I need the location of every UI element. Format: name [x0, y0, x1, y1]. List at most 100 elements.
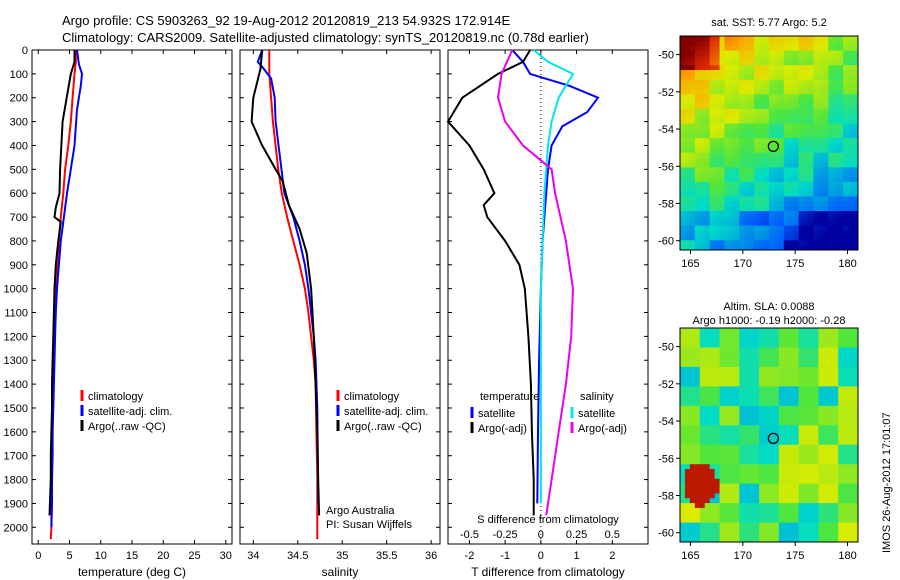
map-cell	[773, 454, 780, 460]
map-cell	[759, 478, 765, 485]
map-cell	[719, 79, 725, 86]
map-cell	[828, 240, 834, 246]
map-cell	[838, 532, 844, 538]
map-cell	[764, 147, 770, 154]
map-cell	[734, 400, 740, 407]
map-cell	[754, 430, 760, 436]
map-cell	[838, 74, 844, 81]
map-cell	[689, 162, 696, 168]
map-cell	[759, 469, 765, 475]
map-cell	[734, 342, 740, 348]
map-cell	[759, 99, 765, 105]
x-tick-label: 2	[609, 550, 615, 562]
map-cell	[818, 488, 824, 494]
map-cell	[694, 507, 701, 514]
map-cell	[754, 415, 760, 421]
map-cell	[759, 70, 765, 76]
map-cell	[764, 517, 770, 523]
map-cell	[773, 133, 780, 139]
map-cell	[793, 157, 800, 163]
map-cell	[803, 147, 809, 154]
map-cell	[843, 420, 849, 426]
map-cell	[788, 65, 795, 71]
map-cell	[823, 357, 829, 363]
map-cell	[803, 405, 809, 412]
map-cell	[778, 157, 785, 163]
map-cell	[778, 507, 785, 514]
map-cell	[739, 328, 745, 334]
map-cell	[778, 386, 785, 392]
map-cell	[778, 459, 785, 465]
map-cell	[803, 181, 809, 188]
map-cell	[754, 201, 760, 207]
map-cell	[773, 464, 780, 470]
map-cell	[833, 498, 839, 504]
figure-title-line2: Climatology: CARS2009. Satellite-adjuste…	[62, 30, 589, 45]
map-cell	[689, 123, 696, 129]
map-cell	[818, 493, 824, 499]
map-cell	[838, 235, 844, 241]
map-cell	[754, 123, 760, 129]
y-tick-label: 1300	[4, 355, 28, 367]
map-cell	[680, 410, 686, 416]
map-cell	[709, 118, 716, 124]
map-cell	[828, 371, 834, 378]
map-cell	[684, 143, 691, 149]
map-cell	[803, 444, 809, 450]
map-cell	[759, 104, 765, 110]
map-cell	[744, 113, 750, 120]
map-cell	[798, 386, 805, 392]
map-cell	[759, 196, 765, 202]
map-cell	[764, 430, 770, 436]
map-cell	[699, 507, 706, 514]
map-cell	[833, 123, 839, 129]
map-cell	[813, 167, 819, 173]
map-cell	[848, 362, 854, 368]
map-cell	[769, 104, 775, 110]
map-cell	[719, 40, 725, 47]
map-cell	[754, 532, 760, 538]
map-cell	[759, 225, 765, 231]
map-cell	[739, 201, 745, 207]
map-cell	[719, 50, 725, 56]
map-cell	[843, 118, 849, 124]
map-cell	[714, 99, 720, 105]
map-cell	[729, 512, 735, 519]
map-cell	[714, 386, 720, 392]
map-cell	[734, 206, 740, 212]
map-cell	[684, 503, 691, 509]
y-tick-label: 300	[10, 117, 28, 129]
map-cell	[699, 478, 706, 485]
map-cell	[754, 362, 760, 368]
y-tick-label: 1900	[4, 498, 28, 510]
map-cell	[699, 352, 706, 358]
map-cell	[754, 50, 760, 56]
map-cell	[769, 464, 775, 470]
map-cell	[823, 488, 829, 494]
map-cell	[798, 235, 805, 241]
map-cell	[813, 449, 819, 455]
map-cell	[684, 191, 691, 197]
map-cell	[803, 162, 809, 168]
map-cell	[843, 240, 849, 246]
map-cell	[769, 181, 775, 188]
map-cell	[764, 507, 770, 514]
map-cell	[773, 352, 780, 358]
map-cell	[754, 211, 760, 217]
map-cell	[828, 235, 834, 241]
map-cell	[813, 522, 819, 528]
map-cell	[773, 65, 780, 71]
map-cell	[853, 201, 859, 207]
map-cell	[749, 94, 755, 100]
map-cell	[729, 507, 735, 514]
map-cell	[754, 104, 760, 110]
map-cell	[843, 89, 849, 95]
map-cell	[719, 235, 725, 241]
map-cell	[773, 381, 780, 387]
map-cell	[778, 225, 785, 231]
map-cell	[828, 40, 834, 47]
map-cell	[823, 211, 829, 217]
map-cell	[818, 152, 824, 158]
map-cell	[813, 89, 819, 95]
map-cell	[694, 172, 701, 178]
